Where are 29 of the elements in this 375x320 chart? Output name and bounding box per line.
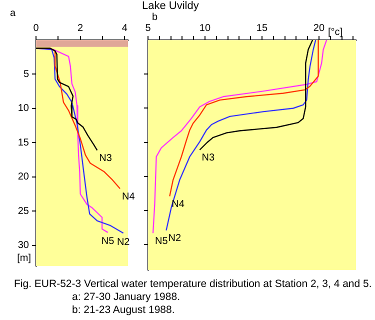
x-tick-label: 2 <box>78 22 84 34</box>
series-label: N4 <box>122 191 136 202</box>
y-tick-label: 30 <box>18 240 30 252</box>
chart-title: Lake Uvildy <box>142 0 199 12</box>
x-tick-label: 5 <box>145 22 152 34</box>
series-label: N4 <box>172 199 185 210</box>
y-axis-title: [m] <box>17 252 32 264</box>
series-label: N3 <box>202 152 215 164</box>
text: Fig. EUR-52-3 Vertical water temperature distribution at Station 2, 3, 4 and 5. <box>14 278 372 291</box>
x-tick-label: 10 <box>199 22 211 34</box>
chart-subtitle: a <box>10 8 16 19</box>
series-label: N5 <box>101 236 115 248</box>
x-tick-label: 0 <box>33 22 40 34</box>
series-label: N2 <box>116 236 130 248</box>
y-tick-label: 10 <box>18 103 30 114</box>
x-tick-label: 20 <box>313 22 325 34</box>
chart-subtitle: b <box>152 12 158 23</box>
x-tick-label: 15 <box>256 22 268 34</box>
series-label: N3 <box>99 153 112 164</box>
text: b: 21-23 August 1988. <box>71 304 176 317</box>
y-tick-label: 20 <box>18 172 30 183</box>
text: a: 27-30 January 1988. <box>71 291 181 304</box>
y-tick-label: 5 <box>23 68 30 80</box>
y-tick-label: 25 <box>18 206 30 217</box>
x-tick-label: 4 <box>122 22 128 34</box>
series-label: N2 <box>168 233 182 244</box>
x-axis-title: [°c] <box>328 26 343 38</box>
series-label: N5 <box>155 236 168 247</box>
y-tick-label: 15 <box>18 137 30 148</box>
